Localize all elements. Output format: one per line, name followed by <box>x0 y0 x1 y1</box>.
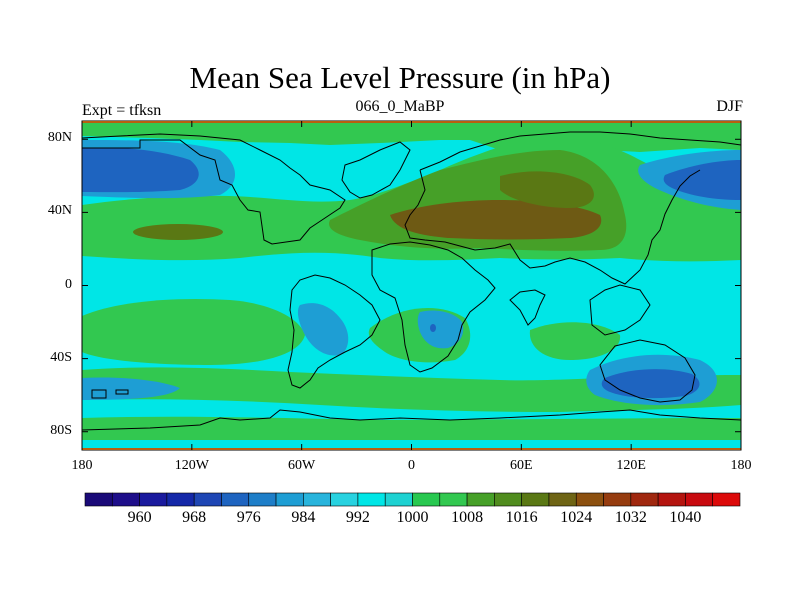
lon-tick-label: 0 <box>408 458 415 473</box>
coastline-antarctica <box>82 409 741 431</box>
lat-tick-label: 80N <box>47 130 72 146</box>
colorbar-swatch <box>275 492 304 507</box>
colorbar-label: 1000 <box>396 509 429 526</box>
colorbar-swatch <box>548 492 577 507</box>
coastline-island-west <box>91 389 107 399</box>
lat-tick-label: 80S <box>50 422 72 438</box>
colorbar-swatch <box>439 492 468 507</box>
pressure-contour-south-band <box>82 367 741 412</box>
lon-tick-label: 180 <box>71 458 93 473</box>
coastline-india <box>509 289 546 326</box>
axis-ticks <box>81 121 742 450</box>
colorbar-label: 1032 <box>614 509 647 526</box>
colorbar-label: 1008 <box>451 509 484 526</box>
coastline-greenland <box>341 141 411 199</box>
colorbar-label: 976 <box>236 509 261 526</box>
colorbar-swatch <box>412 492 441 507</box>
coastline-island-west-small <box>115 389 129 395</box>
colorbar-label: 968 <box>182 509 207 526</box>
pressure-contour-indian-low-core <box>430 324 436 332</box>
colorbar-swatch <box>84 492 113 507</box>
lon-tick-label: 120W <box>174 458 209 473</box>
pressure-contour-asia-high <box>390 200 602 240</box>
colorbar-label: 1024 <box>560 509 593 526</box>
colorbar-swatch <box>111 492 140 507</box>
pressure-contour-south-pacific-low <box>601 369 700 399</box>
colorbar-swatch <box>575 492 604 507</box>
pressure-contour-pacific-high <box>133 224 223 240</box>
colorbar-label: 984 <box>291 509 316 526</box>
colorbar-label: 1016 <box>505 509 538 526</box>
colorbar <box>84 492 741 507</box>
pressure-contour-indian-low <box>417 310 464 349</box>
coastline-australia <box>599 339 696 403</box>
colorbar-swatch <box>221 492 250 507</box>
colorbar-label: 960 <box>127 509 152 526</box>
colorbar-swatch <box>494 492 522 507</box>
pressure-contour-south-atlantic-low-light <box>297 303 349 356</box>
coastline-africa <box>371 241 496 373</box>
colorbar-swatch <box>357 492 386 507</box>
pressure-contour-aleutian-low <box>82 147 199 193</box>
colorbar-swatch <box>303 492 331 507</box>
pressure-contour-olive <box>500 171 594 208</box>
case-label: 066_0_MaBP <box>355 98 445 115</box>
colorbar-swatch <box>685 492 714 507</box>
colorbar-swatch <box>603 492 632 507</box>
lon-tick-label: 180 <box>730 458 752 473</box>
colorbar-swatch <box>166 492 195 507</box>
colorbar-swatch <box>330 492 359 507</box>
colorbar-swatch <box>712 492 741 507</box>
colorbar-label: 1040 <box>669 509 702 526</box>
colorbar-label: 992 <box>345 509 370 526</box>
pressure-contour-east-high <box>529 322 621 360</box>
pressure-contour-south-atlantic-high <box>82 298 305 365</box>
colorbar-swatch <box>248 492 277 507</box>
coastline-north-america <box>82 133 346 245</box>
lon-tick-label: 60E <box>510 458 533 473</box>
colorbar-swatch <box>657 492 686 507</box>
pressure-field <box>82 121 741 450</box>
lat-tick-label: 0 <box>65 276 72 292</box>
lat-tick-label: 40N <box>47 203 72 219</box>
coastline-south-america <box>287 274 381 389</box>
pressure-contour-south-polar <box>82 416 741 440</box>
season-label: DJF <box>716 98 743 115</box>
experiment-label: Expt = tfksn <box>82 102 162 119</box>
colorbar-swatch <box>521 492 550 507</box>
colorbar-swatch <box>193 492 222 507</box>
coastline-eurasia <box>404 131 741 285</box>
colorbar-swatch <box>139 492 168 507</box>
coastline-southeast-asia <box>589 284 651 336</box>
coastlines <box>82 131 741 431</box>
lon-tick-label: 120E <box>616 458 646 473</box>
pressure-contour-iceland-low <box>663 160 741 200</box>
lon-tick-label: 60W <box>288 458 316 473</box>
colorbar-swatch <box>384 492 413 507</box>
colorbar-swatch <box>466 492 495 507</box>
lat-tick-label: 40S <box>50 349 72 365</box>
map-title: Mean Sea Level Pressure (in hPa) <box>189 60 611 95</box>
colorbar-swatch <box>630 492 659 507</box>
